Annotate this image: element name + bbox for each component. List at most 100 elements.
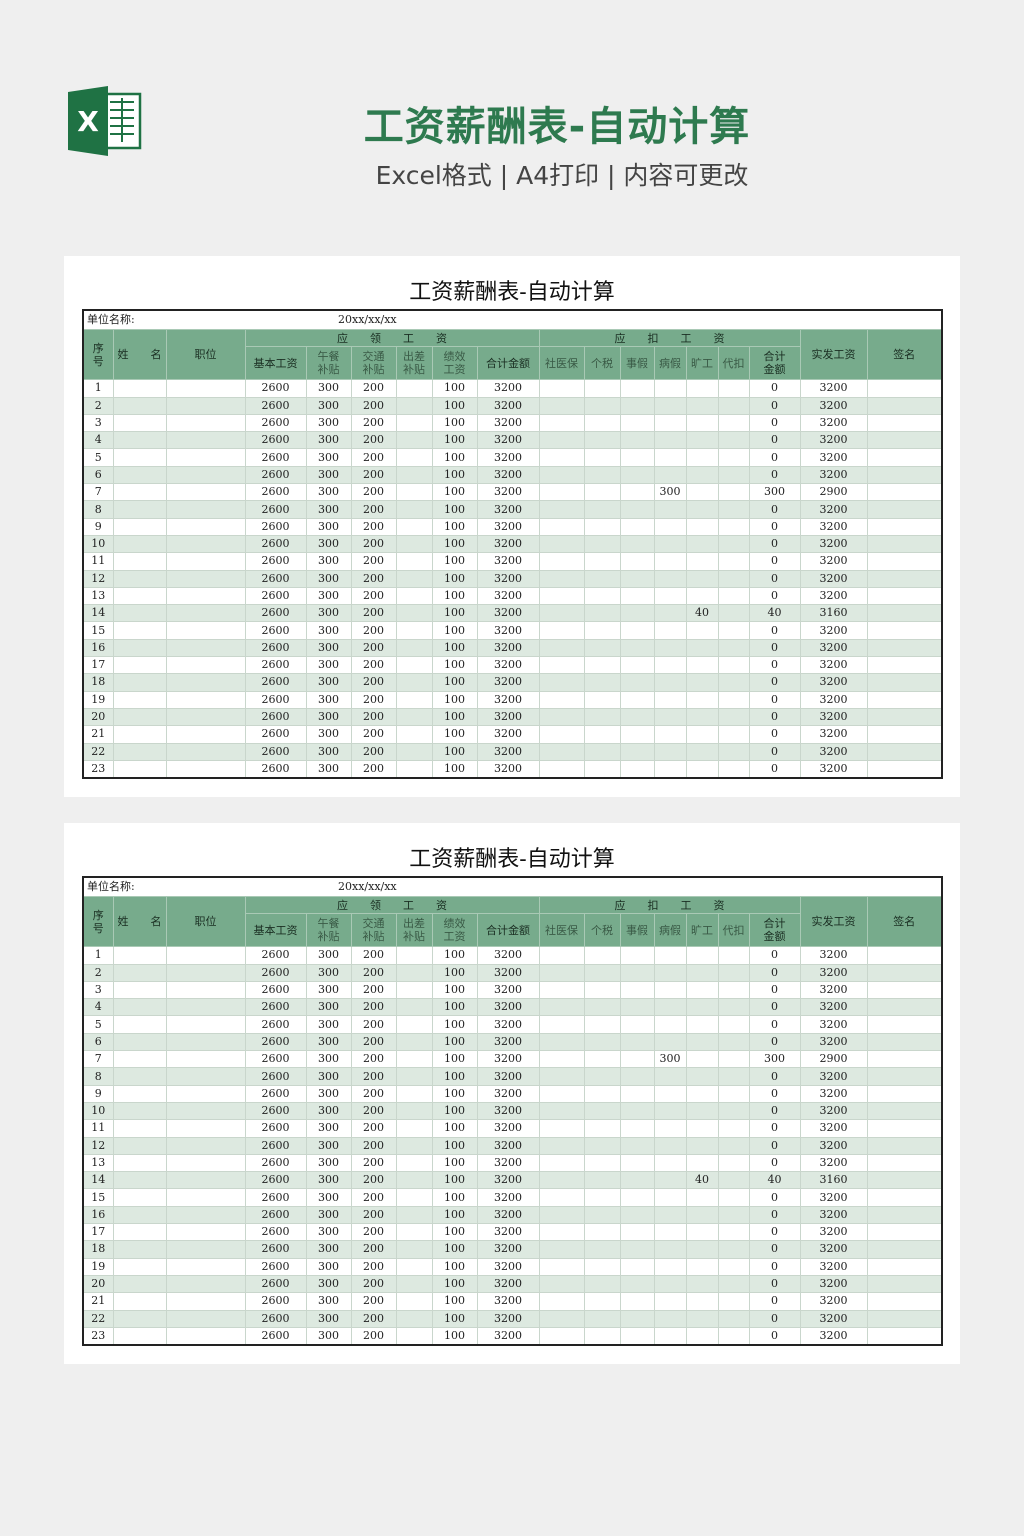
cell-transport[interactable]: 200 [350,1119,397,1138]
cell-meal[interactable]: 300 [305,1101,352,1121]
cell-position[interactable] [165,707,246,727]
cell-meal[interactable]: 300 [305,465,352,485]
cell-personal-leave[interactable] [619,1101,655,1121]
cell-net[interactable]: 3200 [799,465,868,485]
cell-withhold[interactable] [717,534,750,554]
cell-position[interactable] [165,1153,246,1173]
cell-net[interactable]: 3200 [799,998,868,1017]
cell-perf[interactable]: 100 [431,552,478,571]
cell-net[interactable]: 3200 [799,1067,868,1086]
cell-transport[interactable]: 200 [350,656,397,675]
cell-tax[interactable] [583,431,621,450]
cell-net[interactable]: 3200 [799,759,868,779]
cell-name[interactable] [112,1309,167,1328]
cell-travel[interactable] [395,1084,433,1103]
cell-withhold[interactable] [717,517,750,536]
cell-name[interactable] [112,396,167,415]
cell-earn-total[interactable]: 3200 [476,604,540,623]
cell-earn-total[interactable]: 3200 [476,673,540,692]
cell-transport[interactable]: 200 [350,569,397,588]
cell-meal[interactable]: 300 [305,1240,352,1259]
cell-position[interactable] [165,1067,246,1086]
cell-travel[interactable] [395,725,433,744]
cell-perf[interactable]: 100 [431,500,478,519]
cell-personal-leave[interactable] [619,500,655,519]
cell-sick-leave[interactable] [653,1292,687,1311]
cell-base[interactable]: 2600 [244,1274,307,1294]
cell-withhold[interactable] [717,1257,750,1276]
cell-travel[interactable] [395,465,433,485]
cell-base[interactable]: 2600 [244,656,307,675]
cell-base[interactable]: 2600 [244,500,307,519]
cell-net[interactable]: 3200 [799,1119,868,1138]
cell-perf[interactable]: 100 [431,534,478,554]
cell-earn-total[interactable]: 3200 [476,1205,540,1225]
cell-meal[interactable]: 300 [305,690,352,709]
cell-position[interactable] [165,621,246,640]
cell-personal-leave[interactable] [619,1309,655,1328]
cell-earn-total[interactable]: 3200 [476,621,540,640]
cell-perf[interactable]: 100 [431,690,478,709]
cell-deduct-total[interactable]: 0 [748,500,801,519]
cell-tax[interactable] [583,1119,621,1138]
cell-personal-leave[interactable] [619,1171,655,1190]
cell-meal[interactable]: 300 [305,500,352,519]
cell-deduct-total[interactable]: 0 [748,586,801,606]
cell-meal[interactable]: 300 [305,1223,352,1242]
cell-name[interactable] [112,621,167,640]
cell-name[interactable] [112,1153,167,1173]
cell-transport[interactable]: 200 [350,673,397,692]
cell-travel[interactable] [395,534,433,554]
cell-deduct-total[interactable]: 0 [748,656,801,675]
cell-meal[interactable]: 300 [305,586,352,606]
cell-travel[interactable] [395,1032,433,1052]
cell-absence[interactable] [685,980,719,1000]
cell-no[interactable]: 15 [82,621,114,640]
cell-position[interactable] [165,673,246,692]
cell-perf[interactable]: 100 [431,1205,478,1225]
cell-insurance[interactable] [538,1171,585,1190]
cell-base[interactable]: 2600 [244,1257,307,1276]
cell-position[interactable] [165,1257,246,1276]
cell-absence[interactable] [685,690,719,709]
cell-position[interactable] [165,569,246,588]
cell-personal-leave[interactable] [619,465,655,485]
cell-travel[interactable] [395,604,433,623]
cell-withhold[interactable] [717,1171,750,1190]
cell-no[interactable]: 1 [82,946,114,965]
cell-position[interactable] [165,534,246,554]
cell-absence[interactable]: 40 [685,1171,719,1190]
cell-no[interactable]: 14 [82,604,114,623]
cell-base[interactable]: 2600 [244,759,307,779]
cell-absence[interactable] [685,431,719,450]
cell-withhold[interactable] [717,396,750,415]
cell-sign[interactable] [866,552,943,571]
cell-transport[interactable]: 200 [350,500,397,519]
cell-insurance[interactable] [538,569,585,588]
cell-insurance[interactable] [538,586,585,606]
cell-deduct-total[interactable]: 0 [748,1136,801,1155]
cell-perf[interactable]: 100 [431,1171,478,1190]
cell-perf[interactable]: 100 [431,621,478,640]
cell-tax[interactable] [583,1326,621,1346]
cell-transport[interactable]: 200 [350,621,397,640]
cell-deduct-total[interactable]: 0 [748,465,801,485]
cell-withhold[interactable] [717,483,750,502]
cell-absence[interactable] [685,621,719,640]
cell-sick-leave[interactable] [653,517,687,536]
cell-travel[interactable] [395,1326,433,1346]
cell-personal-leave[interactable] [619,413,655,433]
cell-personal-leave[interactable] [619,656,655,675]
cell-tax[interactable] [583,621,621,640]
cell-insurance[interactable] [538,1101,585,1121]
cell-insurance[interactable] [538,742,585,761]
cell-travel[interactable] [395,1240,433,1259]
cell-name[interactable] [112,1101,167,1121]
cell-insurance[interactable] [538,1032,585,1052]
cell-deduct-total[interactable]: 0 [748,413,801,433]
cell-personal-leave[interactable] [619,759,655,779]
cell-position[interactable] [165,1292,246,1311]
cell-sick-leave[interactable] [653,1067,687,1086]
cell-insurance[interactable] [538,1136,585,1155]
cell-insurance[interactable] [538,448,585,467]
